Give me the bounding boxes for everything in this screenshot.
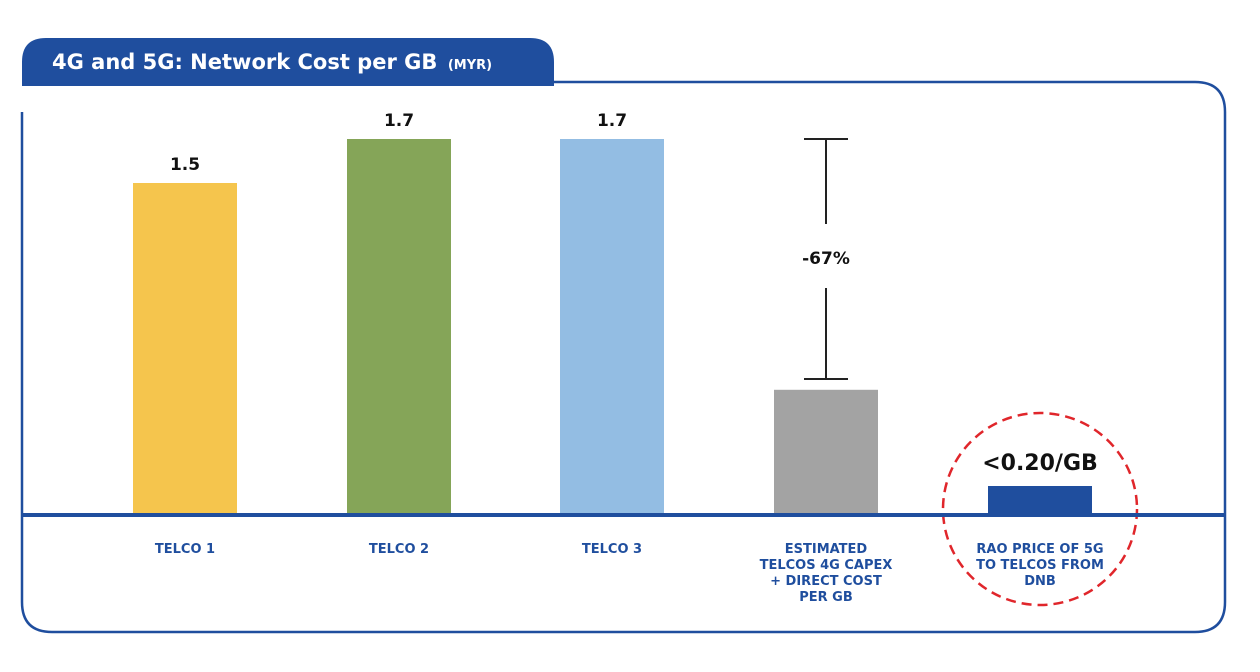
category-label-3: TELCO 3 — [582, 542, 642, 557]
bar-2 — [347, 139, 451, 513]
bar-5 — [988, 486, 1092, 513]
reduction-bracket: -67% — [802, 138, 850, 380]
chart-frame — [20, 80, 1227, 634]
chart-title-main: 4G and 5G: Network Cost per GB — [52, 50, 437, 74]
chart-title: 4G and 5G: Network Cost per GB (MYR) — [52, 50, 492, 74]
reduction-label: -67% — [802, 249, 850, 269]
bar-value-label-1: 1.5 — [170, 155, 200, 175]
bar-value-label-2: 1.7 — [384, 111, 414, 131]
category-label-4: ESTIMATED TELCOS 4G CAPEX + DIRECT COST PER… — [760, 542, 893, 605]
bar-1 — [133, 183, 237, 513]
bar-value-label-3: 1.7 — [597, 111, 627, 131]
title-tab — [22, 38, 554, 86]
category-label-1: TELCO 1 — [155, 542, 215, 557]
bar-4 — [774, 389, 878, 513]
category-label-2: TELCO 2 — [369, 542, 429, 557]
rao-price-label: <0.20/GB — [982, 451, 1098, 476]
category-label-5: RAO PRICE OF 5G TO TELCOS FROM DNB — [976, 542, 1104, 589]
highlight-circle — [941, 411, 1139, 607]
chart-title-unit: (MYR) — [448, 58, 492, 73]
bar-3 — [560, 139, 664, 513]
